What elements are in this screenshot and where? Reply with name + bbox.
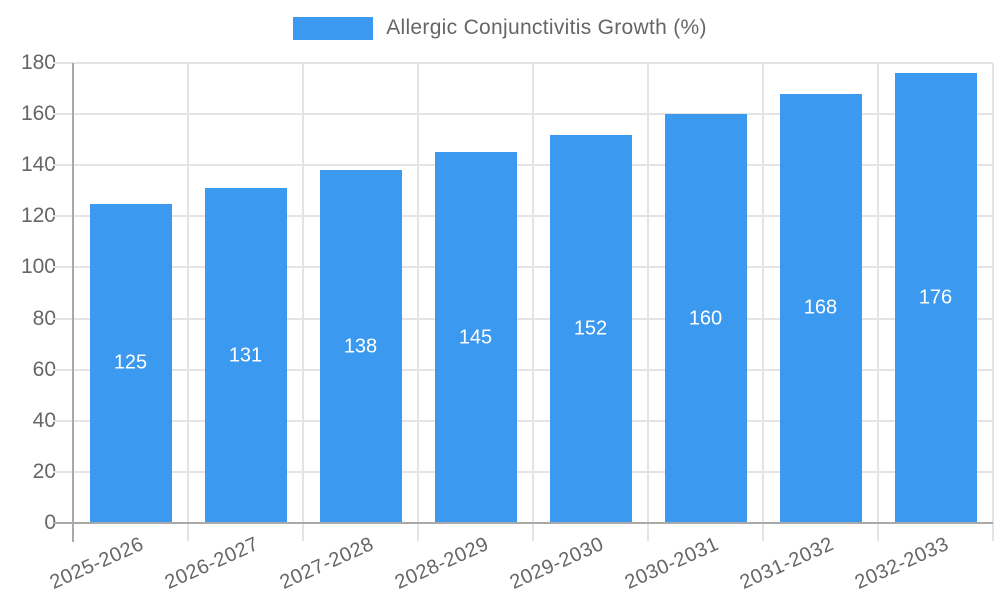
bar-value-label: 152 bbox=[573, 317, 608, 340]
v-gridline bbox=[532, 63, 534, 541]
bar[interactable]: 138 bbox=[319, 170, 402, 523]
x-tick-label: 2027-2028 bbox=[277, 533, 378, 594]
x-tick-label: 2032-2033 bbox=[852, 533, 953, 594]
y-tick-label: 100 bbox=[20, 255, 56, 279]
x-tick-label: 2025-2026 bbox=[47, 533, 148, 594]
y-tick-label: 80 bbox=[32, 306, 56, 330]
v-gridline bbox=[992, 63, 994, 541]
v-gridline bbox=[187, 63, 189, 541]
v-gridline bbox=[762, 63, 764, 541]
y-tick-label: 140 bbox=[20, 153, 56, 177]
y-tick-label: 120 bbox=[20, 204, 56, 228]
bar-value-label: 145 bbox=[458, 326, 493, 349]
bar[interactable]: 152 bbox=[549, 134, 632, 523]
y-tick-label: 20 bbox=[32, 459, 56, 483]
v-gridline bbox=[302, 63, 304, 541]
h-gridline bbox=[53, 368, 993, 371]
legend-swatch bbox=[293, 16, 374, 40]
v-gridline bbox=[877, 63, 879, 541]
legend-item[interactable]: Allergic Conjunctivitis Growth (%) bbox=[0, 16, 1000, 40]
bar[interactable]: 176 bbox=[894, 73, 977, 523]
h-gridline bbox=[53, 215, 993, 218]
bar[interactable]: 125 bbox=[89, 203, 172, 523]
x-tick-label: 2026-2027 bbox=[162, 533, 263, 594]
v-gridline bbox=[647, 63, 649, 541]
y-axis-line bbox=[72, 63, 74, 542]
bar-value-label: 168 bbox=[803, 296, 838, 319]
bar[interactable]: 145 bbox=[434, 152, 517, 523]
h-gridline bbox=[53, 470, 993, 473]
y-tick-label: 180 bbox=[20, 51, 56, 74]
x-tick-label: 2031-2032 bbox=[737, 533, 838, 594]
v-gridline bbox=[417, 63, 419, 541]
h-gridline bbox=[53, 164, 993, 167]
y-tick-label: 0 bbox=[44, 511, 56, 534]
y-tick-label: 40 bbox=[32, 408, 56, 432]
bar[interactable]: 131 bbox=[204, 188, 287, 523]
y-tick-label: 60 bbox=[32, 357, 56, 381]
bar[interactable]: 160 bbox=[664, 114, 747, 523]
bar-value-label: 138 bbox=[343, 335, 378, 358]
y-axis-labels: 0 20 40 60 80 100 120 140 160 180 bbox=[0, 51, 56, 534]
bar-value-label: 160 bbox=[688, 307, 723, 330]
h-gridline bbox=[53, 266, 993, 269]
legend-label: Allergic Conjunctivitis Growth (%) bbox=[386, 16, 707, 39]
h-gridline bbox=[53, 62, 993, 64]
bar-value-label: 131 bbox=[228, 344, 263, 367]
h-gridline bbox=[53, 317, 993, 320]
h-gridline bbox=[53, 419, 993, 422]
x-axis-line bbox=[53, 522, 993, 524]
plot-area: 125 2025-2026 131 2026-2027 138 2027-2028 145 2… bbox=[47, 62, 994, 594]
x-tick-label: 2028-2029 bbox=[392, 533, 493, 594]
bar[interactable]: 168 bbox=[779, 93, 862, 523]
x-tick-label: 2030-2031 bbox=[622, 533, 723, 594]
bar-value-label: 125 bbox=[113, 351, 148, 374]
bar-value-label: 176 bbox=[918, 286, 953, 309]
y-tick-label: 160 bbox=[20, 102, 56, 126]
x-tick-label: 2029-2030 bbox=[507, 533, 608, 594]
h-gridline bbox=[53, 113, 993, 116]
